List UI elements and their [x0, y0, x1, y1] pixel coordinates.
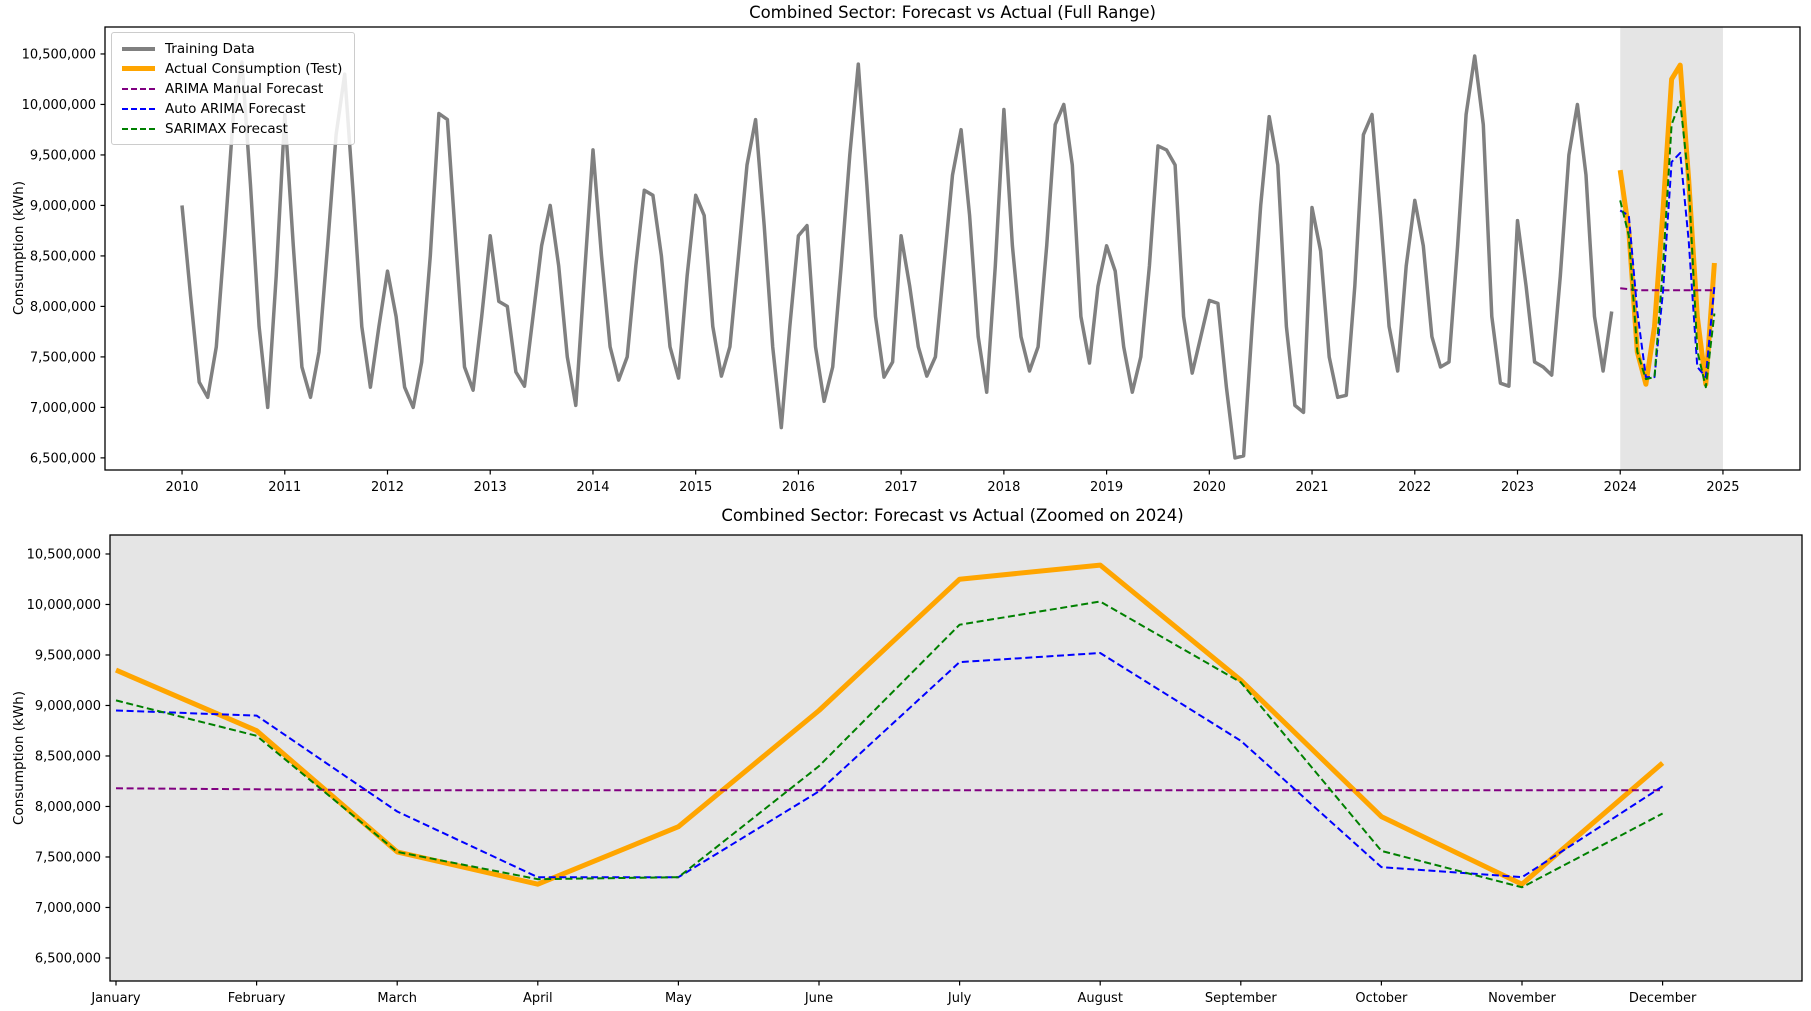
legend-box: Training Data Actual Consumption (Test) AR…	[111, 32, 356, 145]
bottom-y-tick-label: 10,000,000	[27, 598, 101, 613]
top-y-tick-label: 9,500,000	[30, 148, 96, 163]
top-x-tick-label: 2015	[679, 480, 712, 495]
top-x-tick-label: 2022	[1398, 480, 1431, 495]
auto-arima-forecast-line-top	[1619, 151, 1716, 379]
bottom-plot-background	[110, 535, 1802, 981]
month-tick-label: April	[523, 991, 553, 1006]
bottom-y-tick-label: 10,500,000	[27, 547, 101, 562]
top-y-tick-label: 8,000,000	[30, 300, 96, 315]
legend-item: SARIMAX Forecast	[122, 120, 342, 137]
month-tick-label: February	[228, 991, 286, 1006]
legend-item: ARIMA Manual Forecast	[122, 80, 342, 97]
top-x-tick-label: 2025	[1706, 480, 1739, 495]
top-x-tick-label: 2020	[1193, 480, 1226, 495]
bottom-y-tick-label: 7,000,000	[35, 901, 101, 916]
arima-manual-forecast-line-bottom	[115, 787, 1663, 792]
top-x-tick-label: 2023	[1501, 480, 1534, 495]
month-tick-label: December	[1629, 991, 1697, 1006]
sarimax-forecast-line-bottom	[115, 600, 1664, 889]
bottom-y-tick-label: 9,500,000	[35, 648, 101, 663]
top-x-tick-label: 2010	[165, 480, 198, 495]
bottom-axes-frame	[109, 534, 1803, 982]
top-x-tick-label: 2024	[1604, 480, 1637, 495]
legend-line-swatch	[122, 107, 155, 110]
top-x-tick-label: 2019	[1090, 480, 1123, 495]
top-x-tick-label: 2018	[987, 480, 1020, 495]
bottom-chart-title: Combined Sector: Forecast vs Actual (Zoo…	[721, 506, 1184, 525]
legend-item-label: SARIMAX Forecast	[165, 120, 288, 137]
bottom-y-tick-label: 8,500,000	[35, 749, 101, 764]
training-data-line	[180, 54, 1614, 460]
legend-item: Auto ARIMA Forecast	[122, 100, 342, 117]
month-tick-label: May	[665, 991, 692, 1006]
month-tick-label: August	[1077, 991, 1123, 1006]
legend-line-swatch	[122, 66, 155, 71]
month-tick-label: July	[947, 991, 972, 1006]
top-y-axis-label: Consumption (kWh)	[11, 181, 27, 315]
legend-item-label: Actual Consumption (Test)	[165, 60, 343, 77]
legend-line-swatch	[122, 127, 155, 130]
month-tick-label: January	[90, 991, 141, 1006]
top-y-tick-label: 10,000,000	[22, 98, 96, 113]
legend-item-label: Auto ARIMA Forecast	[165, 100, 306, 117]
top-y-tick-label: 8,500,000	[30, 249, 96, 264]
legend-item: Actual Consumption (Test)	[122, 60, 343, 77]
legend-item-label: Training Data	[165, 40, 255, 57]
month-tick-label: March	[377, 991, 417, 1006]
month-tick-label: September	[1205, 991, 1278, 1006]
sarimax-forecast-line-top	[1619, 100, 1716, 389]
auto-arima-forecast-line-bottom	[115, 652, 1664, 879]
top-x-tick-label: 2017	[885, 480, 918, 495]
top-x-tick-label: 2014	[576, 480, 609, 495]
top-chart-title: Combined Sector: Forecast vs Actual (Ful…	[749, 3, 1156, 22]
legend-line-swatch	[122, 87, 155, 90]
top-y-tick-label: 7,500,000	[30, 350, 96, 365]
actual-consumption-test--line-bottom	[115, 562, 1665, 887]
top-y-tick-label: 10,500,000	[22, 47, 96, 62]
top-x-tick-label: 2011	[268, 480, 301, 495]
bottom-y-tick-label: 6,500,000	[35, 951, 101, 966]
bottom-y-tick-label: 9,000,000	[35, 699, 101, 714]
month-tick-label: June	[804, 991, 833, 1006]
bottom-y-tick-label: 7,500,000	[35, 850, 101, 865]
top-y-tick-label: 6,500,000	[30, 451, 96, 466]
legend-line-swatch	[122, 46, 155, 51]
top-x-tick-label: 2021	[1295, 480, 1328, 495]
top-x-tick-label: 2012	[371, 480, 404, 495]
top-x-tick-label: 2016	[782, 480, 815, 495]
bottom-y-axis-label: Consumption (kWh)	[11, 691, 27, 825]
bottom-y-tick-label: 8,000,000	[35, 800, 101, 815]
top-y-tick-label: 7,000,000	[30, 401, 96, 416]
month-tick-label: November	[1488, 991, 1556, 1006]
legend-item: Training Data	[122, 40, 342, 57]
month-tick-label: October	[1355, 991, 1408, 1006]
top-y-tick-label: 9,000,000	[30, 199, 96, 214]
top-x-tick-label: 2013	[474, 480, 507, 495]
legend-item-label: ARIMA Manual Forecast	[165, 80, 324, 97]
top-axes-frame	[104, 26, 1801, 471]
